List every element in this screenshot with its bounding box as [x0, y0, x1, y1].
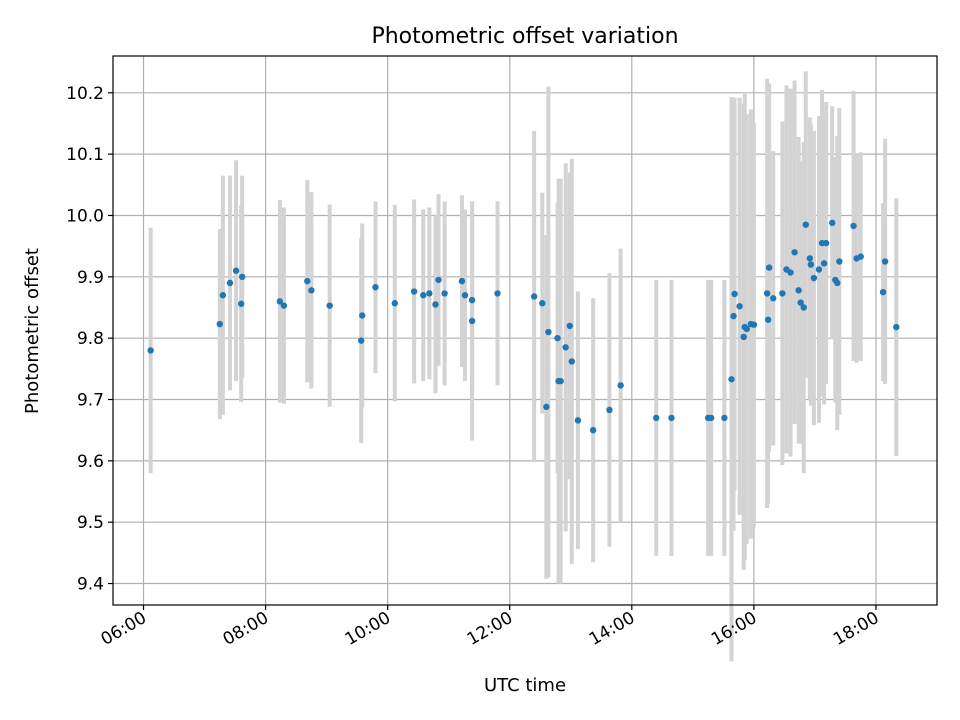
data-point: [881, 258, 889, 265]
data-point: [668, 414, 675, 422]
data-point: [617, 382, 624, 389]
data-point: [308, 287, 315, 294]
data-point: [893, 323, 900, 331]
data-point: [797, 299, 804, 306]
x-axis-label: UTC time: [484, 675, 566, 696]
data-point: [802, 221, 809, 228]
data-point: [238, 273, 246, 281]
y-tick-label: 9.7: [77, 391, 104, 411]
data-point: [237, 300, 245, 308]
y-tick-label: 10.0: [66, 206, 104, 226]
data-point: [530, 293, 538, 300]
data-point: [731, 290, 738, 298]
y-tick-label: 9.4: [77, 575, 104, 595]
data-point: [807, 261, 815, 268]
data-point: [147, 347, 154, 354]
y-tick-label: 9.8: [77, 329, 104, 349]
y-tick-label: 9.5: [77, 513, 104, 533]
data-point: [468, 296, 476, 304]
data-point: [219, 292, 227, 299]
data-point: [795, 287, 802, 294]
y-tick-label: 10.1: [66, 145, 104, 165]
y-tick-label: 10.2: [66, 84, 104, 104]
data-point: [743, 325, 750, 333]
data-point: [589, 426, 597, 434]
data-point: [358, 337, 365, 344]
data-point: [432, 301, 439, 308]
plot-frame: [112, 55, 938, 606]
data-point: [372, 284, 379, 291]
data-point: [545, 328, 552, 336]
data-point: [730, 312, 737, 320]
data-point: [554, 334, 561, 342]
data-point: [779, 290, 786, 297]
data-point: [810, 274, 818, 282]
data-point: [750, 321, 758, 328]
data-point: [815, 266, 823, 273]
data-point: [232, 267, 240, 274]
data-point: [410, 288, 418, 295]
data-point: [606, 406, 613, 414]
data-point: [391, 300, 398, 307]
data-point: [820, 260, 828, 267]
data-point: [539, 300, 546, 307]
y-tick-label: 9.9: [77, 268, 104, 288]
data-point: [441, 290, 448, 297]
data-point: [653, 414, 660, 422]
data-point: [765, 264, 773, 271]
data-point: [562, 344, 569, 351]
data-point: [420, 292, 427, 299]
data-point: [543, 403, 550, 411]
data-point: [770, 295, 777, 302]
data-point: [836, 258, 843, 265]
data-point: [850, 222, 857, 230]
data-point: [834, 279, 841, 287]
data-point: [494, 290, 501, 297]
data-point: [276, 298, 284, 305]
data-point: [763, 290, 771, 297]
data-point: [216, 320, 224, 328]
data-point: [458, 277, 466, 285]
data-point: [787, 269, 794, 276]
data-point: [791, 249, 798, 256]
data-points: [147, 219, 900, 434]
data-point: [566, 322, 573, 330]
chart-title: Photometric offset variation: [371, 24, 678, 49]
data-point: [280, 302, 288, 309]
data-point: [359, 312, 366, 319]
y-axis-label: Photometric offset: [22, 248, 43, 414]
data-point: [764, 316, 772, 323]
data-point: [304, 277, 311, 285]
data-point: [857, 253, 864, 260]
data-point: [806, 255, 814, 262]
data-point: [468, 317, 476, 325]
data-point: [800, 304, 807, 311]
data-point: [822, 239, 830, 247]
data-point: [461, 292, 469, 299]
data-point: [326, 302, 333, 309]
data-point: [568, 358, 575, 365]
data-point: [574, 417, 582, 424]
data-point: [721, 414, 728, 422]
data-point: [707, 414, 715, 422]
data-point: [879, 288, 887, 296]
data-point: [435, 276, 442, 284]
data-point: [829, 219, 836, 227]
data-point: [728, 376, 735, 383]
data-point: [426, 290, 433, 297]
data-point: [557, 377, 564, 385]
data-point: [226, 279, 234, 287]
y-tick-label: 9.6: [77, 452, 104, 472]
data-point: [736, 303, 743, 310]
data-point: [740, 333, 747, 341]
